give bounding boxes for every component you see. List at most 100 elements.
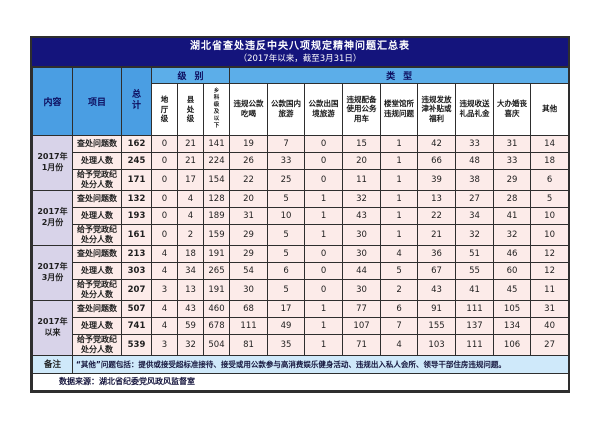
value-cell: 0 [304,168,344,191]
value-cell: 30 [342,278,382,301]
data-table: 内容 项目 总计 级别 类型 地厅级 县处级 乡科级及以下 违规公款吃喝 公款国… [31,66,570,391]
value-cell: 1 [304,299,344,318]
value-cell: 32 [493,223,532,246]
value-cell: 4 [151,316,178,335]
value-cell: 91 [417,299,457,318]
value-cell: 5 [267,223,306,246]
value-cell: 29 [229,244,269,263]
col-header-type-overseas-travel: 公款出国境旅游 [304,82,344,136]
value-cell: 6 [380,299,419,318]
table-row: 处理人数 193 0 4 189 31 10 1 43 1 22 34 41 1… [33,206,570,225]
value-cell: 43 [342,206,382,225]
table-row: 2017年以来 查处问题数 507 4 43 460 68 17 1 77 6 … [32,299,570,356]
total-cell: 539 [121,333,152,356]
value-cell: 34 [455,206,495,225]
value-cell: 25 [267,168,306,191]
month-cell: 2017年2月份 [32,189,73,246]
total-cell: 171 [121,168,152,191]
value-cell: 154 [202,168,231,191]
row-label: 查处问题数 [72,299,122,318]
value-cell: 106 [493,333,532,356]
total-cell: 193 [121,206,152,225]
value-cell: 11 [530,278,570,301]
table-row: 给予党政纪处分人数 171 0 17 154 22 25 0 11 1 39 3… [33,168,570,191]
total-cell: 161 [121,223,152,246]
value-cell: 20 [229,189,269,208]
row-label: 处理人数 [72,261,122,280]
value-cell: 18 [177,244,204,263]
value-cell: 43 [177,299,204,318]
value-cell: 224 [202,151,231,170]
month-cell: 2017年3月份 [32,244,73,301]
month-cell: 2017年以来 [32,299,73,356]
value-cell: 4 [177,206,204,225]
header-group-row: 内容 项目 总计 级别 类型 [32,66,570,136]
value-cell: 159 [202,223,231,246]
col-header-project: 项目 [72,66,122,136]
value-cell: 59 [177,316,204,335]
value-cell: 7 [380,316,419,335]
table-row: 处理人数 303 4 34 265 54 6 0 44 5 67 55 60 1… [33,261,570,280]
source-row: 数据来源：湖北省纪委党风政风监督室 [31,372,570,391]
value-cell: 21 [417,223,457,246]
total-cell: 207 [121,278,152,301]
value-cell: 13 [177,278,204,301]
value-cell: 1 [304,189,344,208]
table-row: 给予党政纪处分人数 207 3 13 191 30 5 0 30 2 43 41… [33,278,570,301]
col-group-level: 级别 [150,66,231,84]
value-cell: 30 [342,223,382,246]
col-header-type-allowances: 违规发放津补贴或福利 [417,82,457,136]
value-cell: 17 [267,299,306,318]
value-cell: 13 [417,189,457,208]
value-cell: 107 [342,316,382,335]
table-row: 2017年1月份 查处问题数 162 0 21 141 19 7 0 15 1 … [32,134,570,191]
value-cell: 1 [304,316,344,335]
col-header-content: 内容 [32,66,73,136]
table-row: 2017年2月份 查处问题数 132 0 4 128 20 5 1 32 1 1… [32,189,570,246]
value-cell: 32 [177,333,204,356]
value-cell: 27 [455,189,495,208]
value-cell: 0 [304,261,344,280]
value-cell: 35 [267,333,306,356]
value-cell: 12 [530,261,570,280]
value-cell: 7 [267,134,306,153]
value-cell: 55 [455,261,495,280]
total-cell: 245 [121,151,152,170]
value-cell: 77 [342,299,382,318]
value-cell: 33 [267,151,306,170]
col-header-type-other: 其他 [530,82,570,136]
value-cell: 0 [304,134,344,153]
value-cell: 49 [267,316,306,335]
value-cell: 0 [151,223,178,246]
col-header-type-buildings: 楼堂馆所违规问题 [380,82,419,136]
value-cell: 51 [455,244,495,263]
table-title-bar: 湖北省查处违反中央八项规定精神问题汇总表 （2017年以来，截至3月31日） [32,38,568,67]
value-cell: 460 [202,299,231,318]
value-cell: 22 [417,206,457,225]
total-cell: 741 [121,316,152,335]
value-cell: 1 [304,206,344,225]
col-header-level-prefecture: 地厅级 [151,82,178,136]
value-cell: 71 [342,333,382,356]
value-cell: 5 [267,244,306,263]
value-cell: 5 [380,261,419,280]
value-cell: 14 [530,134,570,153]
col-header-type-weddings: 大办婚丧喜庆 [493,82,532,136]
col-header-type-gifts: 违规收送礼品礼金 [455,82,495,136]
value-cell: 191 [202,244,231,263]
value-cell: 38 [455,168,495,191]
row-label: 查处问题数 [72,134,122,153]
value-cell: 48 [455,151,495,170]
value-cell: 0 [151,206,178,225]
value-cell: 5 [267,278,306,301]
total-cell: 132 [121,189,152,208]
value-cell: 28 [493,189,532,208]
value-cell: 1 [380,189,419,208]
row-label: 给予党政纪处分人数 [72,333,122,356]
value-cell: 31 [493,134,532,153]
value-cell: 4 [151,244,178,263]
value-cell: 21 [177,151,204,170]
data-source: 数据来源：湖北省纪委党风政风监督室 [31,372,570,391]
value-cell: 60 [493,261,532,280]
value-cell: 6 [267,261,306,280]
